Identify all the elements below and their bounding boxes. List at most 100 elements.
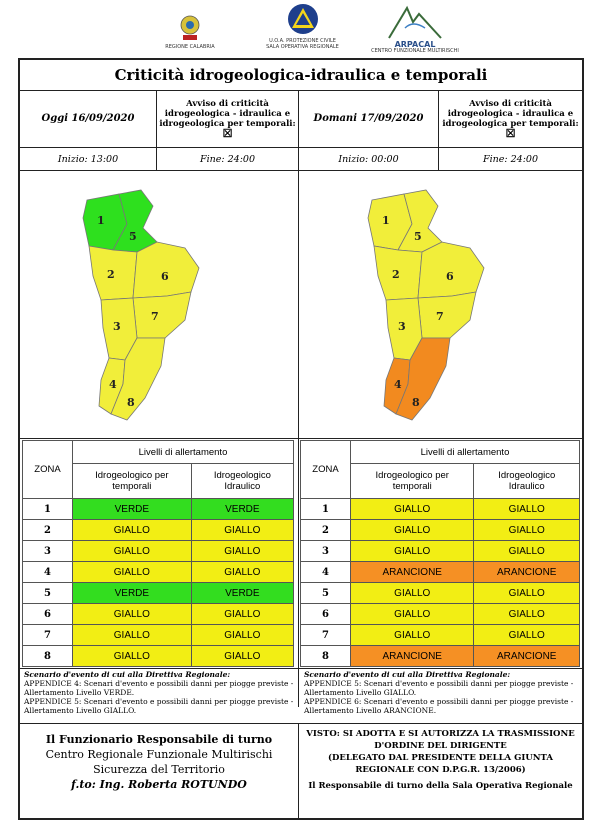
- left-col2-header: Idrogeologico Idraulico: [190, 463, 295, 499]
- footer-left-l4: f.to: Ing. Roberta ROTUNDO: [71, 778, 247, 791]
- left-zone-row: 3 GIALLO GIALLO: [22, 540, 295, 562]
- right-map-label-6: 6: [446, 270, 454, 283]
- right-avviso: Avviso di criticità idrogeologica - idra…: [439, 90, 582, 147]
- scenario-right-line2: APPENDICE 6: Scenari d'evento e possibil…: [304, 697, 574, 715]
- scenario-left-line1: APPENDICE 4: Scenari d'evento e possibil…: [24, 679, 294, 697]
- left-zone-level-temporali: VERDE: [72, 582, 192, 604]
- left-region-map: 1 5 2 6 7 3 4 8: [82, 189, 200, 421]
- left-map-label-5: 5: [129, 230, 137, 243]
- right-zone-row: 8 ARANCIONE ARANCIONE: [300, 645, 580, 667]
- left-levels-table: ZONA Livelli di allertamento Idrogeologi…: [22, 440, 295, 667]
- right-avviso-checkbox[interactable]: ☒: [505, 126, 516, 140]
- left-zone-row: 7 GIALLO GIALLO: [22, 624, 295, 646]
- left-zone-level-idraulico: GIALLO: [190, 624, 295, 646]
- scenario-top-line: [20, 668, 582, 669]
- left-zone-number: 2: [22, 519, 73, 541]
- right-zone-row: 7 GIALLO GIALLO: [300, 624, 580, 646]
- right-zona-header: ZONA: [300, 440, 351, 499]
- left-header-divider: [156, 90, 157, 170]
- right-zone-number: 7: [300, 624, 351, 646]
- right-zone-level-idraulico: GIALLO: [473, 519, 580, 541]
- footer-left: Il Funzionario Responsabile di turno Cen…: [20, 732, 298, 792]
- right-avviso-text: Avviso di criticità idrogeologica - idra…: [442, 98, 579, 129]
- scenario-left-heading: Scenario d'evento di cui alla Direttiva …: [24, 670, 231, 679]
- left-zone-level-temporali: GIALLO: [72, 540, 192, 562]
- left-zone-level-idraulico: GIALLO: [190, 561, 295, 583]
- right-zone-number: 6: [300, 603, 351, 625]
- right-zone-level-idraulico: GIALLO: [473, 540, 580, 562]
- right-zone-row: 2 GIALLO GIALLO: [300, 519, 580, 541]
- right-map-label-4: 4: [394, 378, 402, 391]
- right-zone-level-temporali: GIALLO: [349, 498, 475, 520]
- footer-right: VISTO: SI ADOTTA E SI AUTORIZZA LA TRASM…: [299, 728, 582, 792]
- right-map-label-2: 2: [392, 268, 400, 281]
- left-zone-row: 1 VERDE VERDE: [22, 498, 295, 520]
- right-zone-level-temporali: GIALLO: [349, 540, 475, 562]
- footer-right-l4: REGIONALE CON D.P.G.R. 13/2006): [355, 765, 526, 775]
- left-zone-number: 5: [22, 582, 73, 604]
- left-levels-body: 1 VERDE VERDE 2 GIALLO GIALLO 3 GIALLO GIALLO 4 GI…: [22, 498, 295, 667]
- left-zone-row: 5 VERDE VERDE: [22, 582, 295, 604]
- left-zone-row: 6 GIALLO GIALLO: [22, 603, 295, 625]
- left-zone-row: 8 GIALLO GIALLO: [22, 645, 295, 667]
- right-map-label-8: 8: [412, 396, 420, 409]
- right-zone-level-idraulico: GIALLO: [473, 603, 580, 625]
- footer-right-l3: (DELEGATO DAL PRESIDENTE DELLA GIUNTA: [328, 753, 553, 763]
- left-zone-level-temporali: VERDE: [72, 498, 192, 520]
- scenario-right-line1: APPENDICE 5: Scenari d'evento e possibil…: [304, 679, 574, 697]
- center-divider: [298, 90, 299, 707]
- right-zone-level-idraulico: GIALLO: [473, 498, 580, 520]
- right-zone-level-idraulico: GIALLO: [473, 624, 580, 646]
- bulletin-frame: Criticità idrogeologica-idraulica e temp…: [18, 58, 584, 820]
- left-zone-number: 1: [22, 498, 73, 520]
- left-map-label-6: 6: [161, 270, 169, 283]
- scenario-right-heading: Scenario d'evento di cui alla Direttiva …: [304, 670, 511, 679]
- right-zone-number: 2: [300, 519, 351, 541]
- footer-right-l5: Il Responsabile di turno della Sala Oper…: [308, 781, 573, 791]
- right-col1-header: Idrogeologico per temporali: [349, 463, 475, 499]
- header-row-line: [20, 147, 582, 148]
- right-map-label-7: 7: [436, 310, 444, 323]
- left-map-label-7: 7: [151, 310, 159, 323]
- right-col2-header: Idrogeologico Idraulico: [473, 463, 580, 499]
- left-zone-level-temporali: GIALLO: [72, 603, 192, 625]
- scenario-left: Scenario d'evento di cui alla Direttiva …: [24, 670, 294, 715]
- arpacal-logo: ARPACAL CENTRO FUNZIONALE MULTIRISCHI: [370, 4, 460, 54]
- right-zone-row: 1 GIALLO GIALLO: [300, 498, 580, 520]
- bulletin-title: Criticità idrogeologica-idraulica e temp…: [20, 60, 582, 91]
- left-zone-level-idraulico: GIALLO: [190, 645, 295, 667]
- left-avviso: Avviso di criticità idrogeologica - idra…: [157, 90, 298, 147]
- left-map-zone-7: [132, 291, 192, 339]
- left-map-label-1: 1: [97, 214, 105, 227]
- right-zone-level-temporali: GIALLO: [349, 582, 475, 604]
- left-zone-number: 7: [22, 624, 73, 646]
- regione-emblem-icon: [180, 15, 200, 40]
- right-zone-row: 6 GIALLO GIALLO: [300, 603, 580, 625]
- footer-top-line: [20, 723, 582, 724]
- left-zone-level-temporali: GIALLO: [72, 645, 192, 667]
- left-zone-level-temporali: GIALLO: [72, 561, 192, 583]
- right-zone-level-idraulico: ARANCIONE: [473, 645, 580, 667]
- header-logos: REGIONE CALABRIA U.O.A. PROTEZIONE CIVIL…: [0, 0, 600, 58]
- right-map-label-3: 3: [398, 320, 406, 333]
- right-zone-number: 8: [300, 645, 351, 667]
- scenario-left-line2: APPENDICE 5: Scenari d'evento e possibil…: [24, 697, 294, 715]
- regione-calabria-logo: REGIONE CALABRIA: [160, 14, 220, 50]
- left-zone-level-idraulico: VERDE: [190, 498, 295, 520]
- left-avviso-checkbox[interactable]: ☒: [222, 126, 233, 140]
- right-zone-number: 5: [300, 582, 351, 604]
- right-map-label-1: 1: [382, 214, 390, 227]
- table-top-line: [20, 438, 582, 439]
- left-zone-level-idraulico: GIALLO: [190, 540, 295, 562]
- right-zone-level-temporali: GIALLO: [349, 519, 475, 541]
- left-inizio: Inizio: 13:00: [57, 153, 119, 165]
- left-zone-level-temporali: GIALLO: [72, 624, 192, 646]
- footer-right-l1: VISTO: SI ADOTTA E SI AUTORIZZA LA TRASM…: [306, 729, 575, 739]
- right-zone-number: 3: [300, 540, 351, 562]
- footer-divider: [298, 723, 299, 818]
- right-zone-level-temporali: GIALLO: [349, 624, 475, 646]
- right-map-label-5: 5: [414, 230, 422, 243]
- right-map-zone-8: [395, 337, 451, 421]
- left-map-label-8: 8: [127, 396, 135, 409]
- left-avviso-text: Avviso di criticità idrogeologica - idra…: [159, 98, 296, 129]
